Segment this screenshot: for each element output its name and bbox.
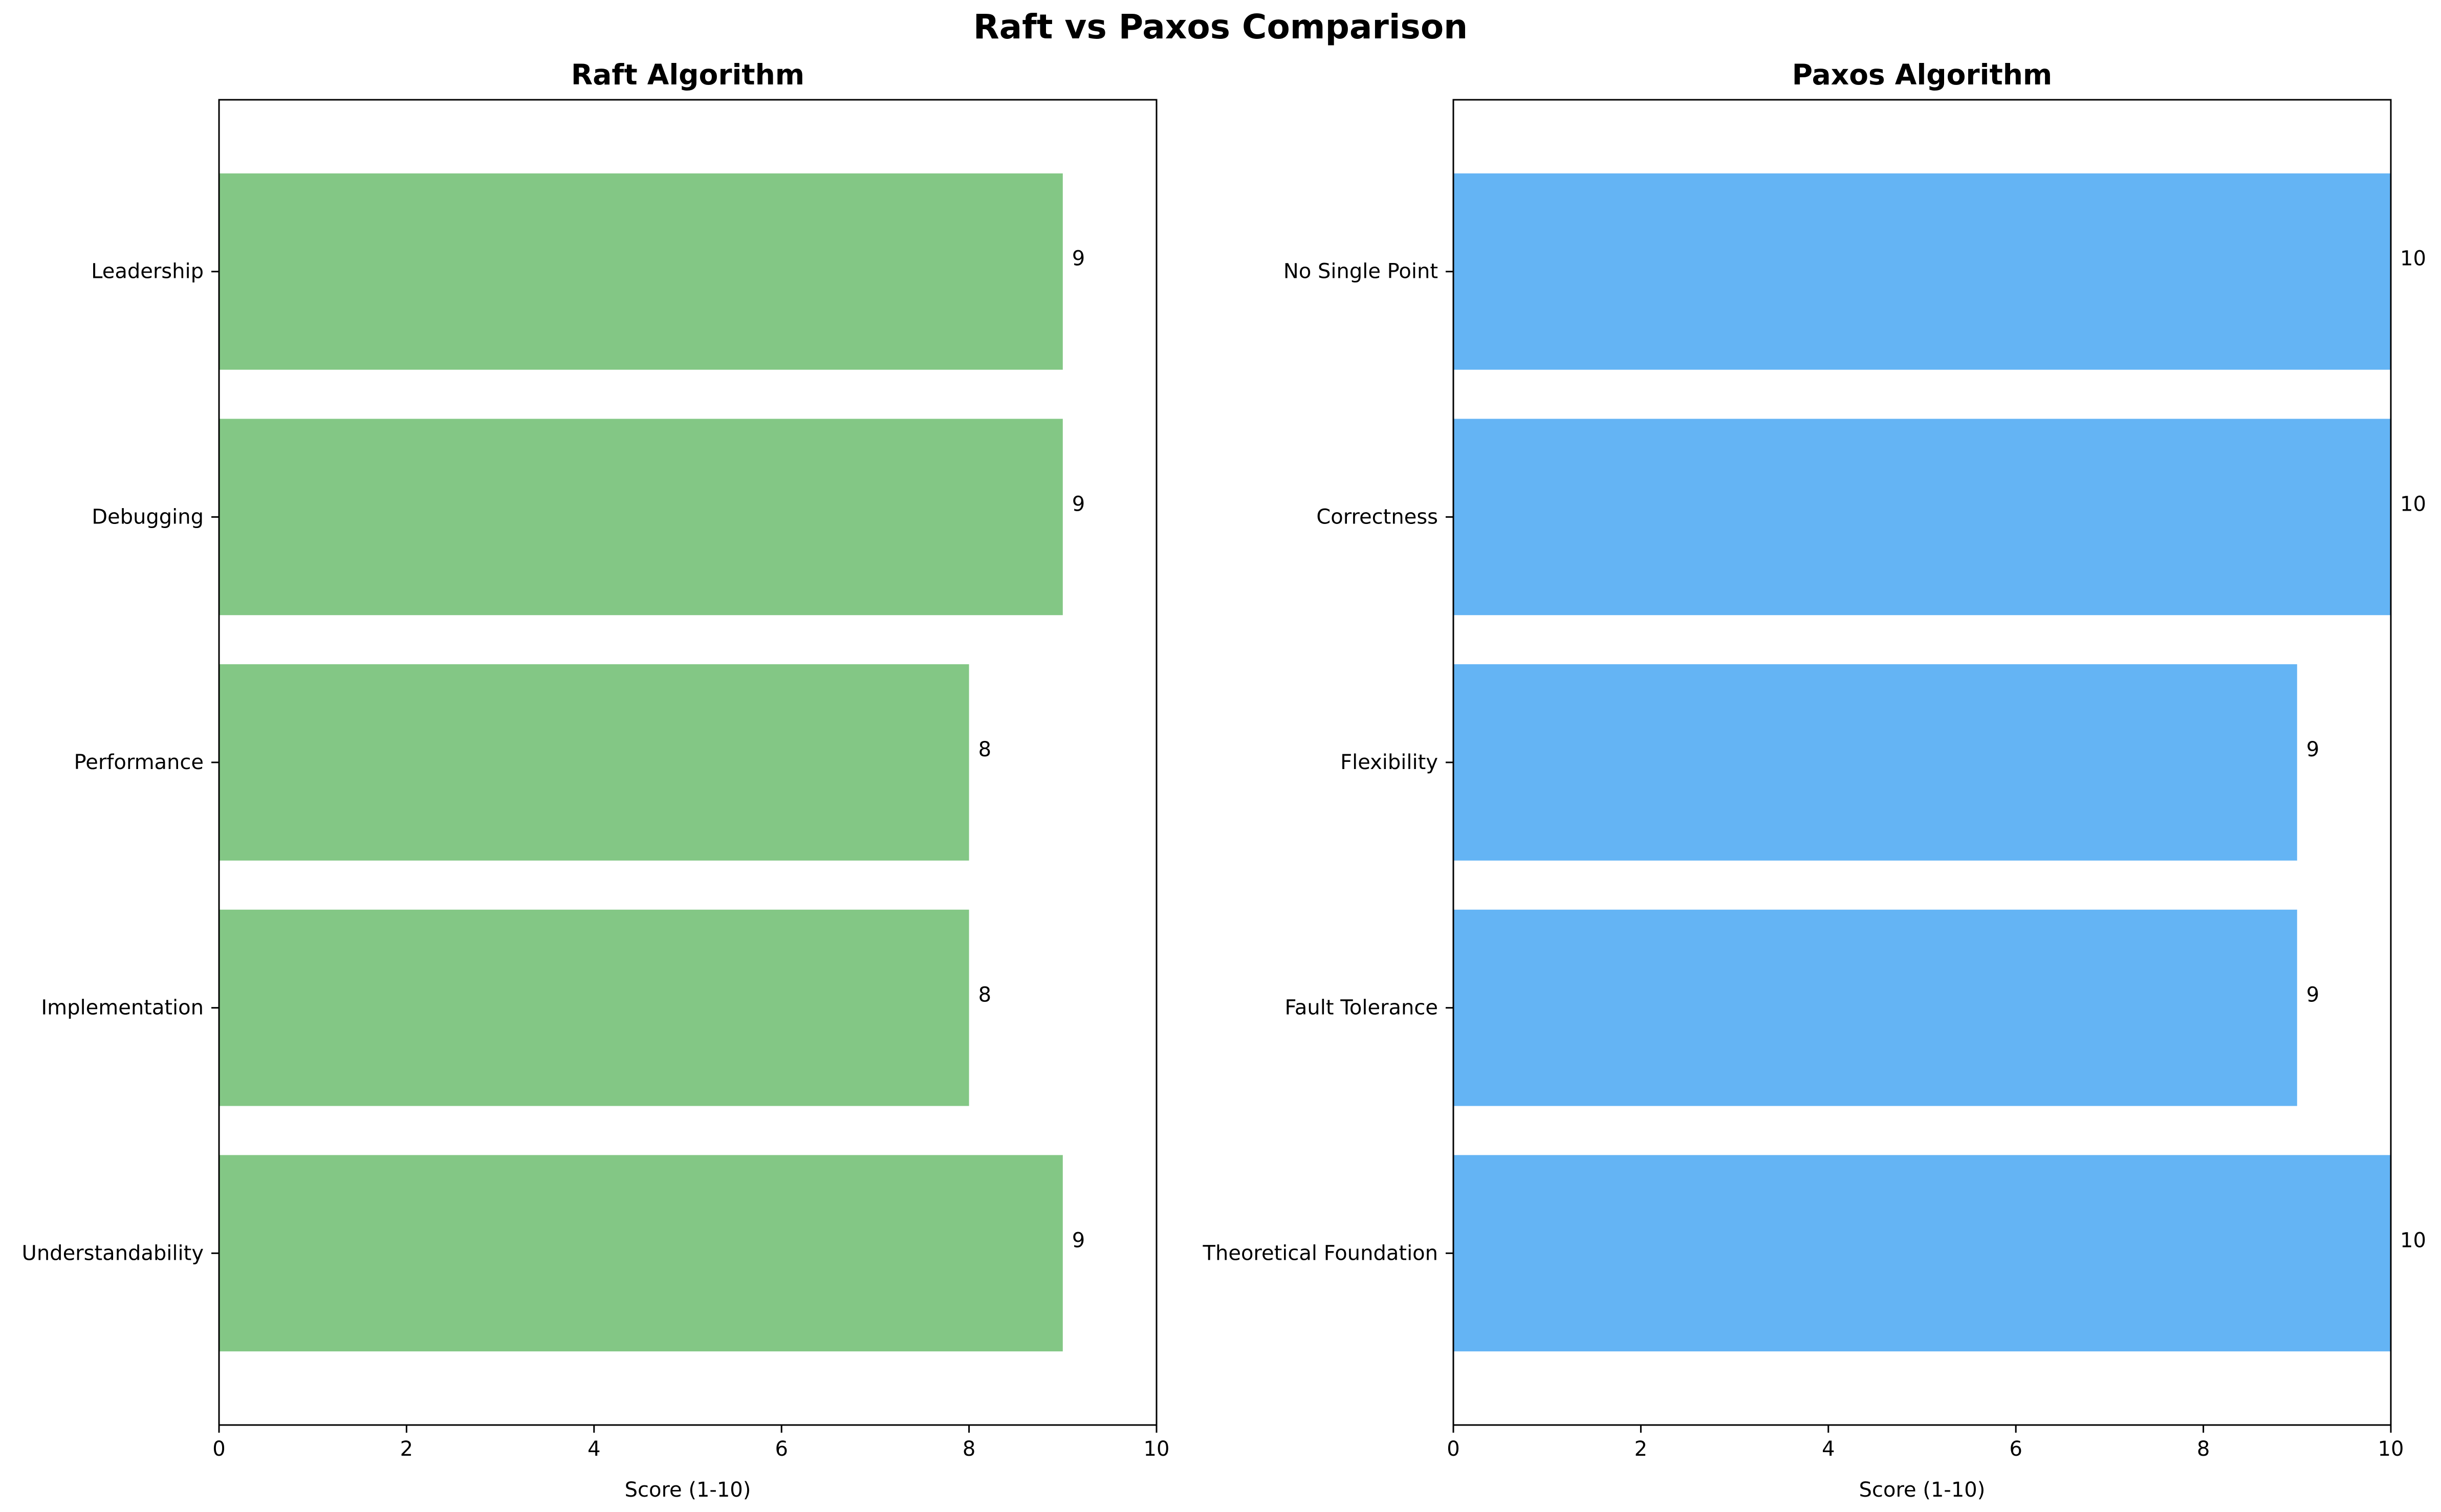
y-tick-label: Correctness <box>1316 505 1438 529</box>
panel-title: Raft Algorithm <box>571 58 804 91</box>
x-tick-label: 8 <box>963 1437 975 1461</box>
y-tick-label: Understandability <box>22 1241 204 1265</box>
value-label: 9 <box>1072 492 1085 516</box>
bar <box>1453 664 2297 861</box>
x-tick-label: 4 <box>1822 1437 1835 1461</box>
bar <box>1453 419 2391 616</box>
bar <box>219 909 969 1106</box>
x-tick-label: 2 <box>400 1437 413 1461</box>
x-tick-label: 6 <box>775 1437 788 1461</box>
y-tick-label: Flexibility <box>1340 751 1438 774</box>
x-tick-label: 4 <box>587 1437 600 1461</box>
bar <box>219 1155 1063 1352</box>
x-tick-label: 2 <box>1634 1437 1647 1461</box>
bar <box>1453 909 2297 1106</box>
axes-frame <box>218 99 1158 1426</box>
axes-frame <box>1452 99 2392 1426</box>
value-label: 9 <box>1072 247 1085 271</box>
x-tick-label: 10 <box>2378 1437 2404 1461</box>
x-tick-label: 8 <box>2197 1437 2210 1461</box>
y-tick-label: Leadership <box>91 260 204 283</box>
value-label: 8 <box>978 983 991 1007</box>
value-label: 8 <box>978 738 991 761</box>
bar <box>1453 1155 2391 1352</box>
y-tick-label: Debugging <box>92 505 204 529</box>
x-axis-label: Score (1-10) <box>625 1478 751 1502</box>
bar <box>219 173 1063 370</box>
panels: 9 Leadership 9 Debugging 8 Performance 8 Implem… <box>22 58 2426 1502</box>
y-tick-label: Performance <box>74 751 204 774</box>
x-tick-label: 0 <box>212 1437 225 1461</box>
value-label: 10 <box>2400 247 2426 271</box>
bar <box>1453 173 2391 370</box>
panel-0: 9 Leadership 9 Debugging 8 Performance 8 Implem… <box>22 58 1170 1502</box>
value-label: 9 <box>2306 738 2319 761</box>
value-label: 10 <box>2400 492 2426 516</box>
panel-title: Paxos Algorithm <box>1792 58 2052 91</box>
value-label: 10 <box>2400 1229 2426 1252</box>
y-tick-label: Implementation <box>41 996 204 1020</box>
value-label: 9 <box>2306 983 2319 1007</box>
y-tick-label: No Single Point <box>1283 260 1438 283</box>
panel-1: 10 No Single Point 10 Correctness 9 Flexibili… <box>1203 58 2426 1502</box>
x-tick-label: 6 <box>2009 1437 2022 1461</box>
value-label: 9 <box>1072 1229 1085 1252</box>
bar <box>219 419 1063 616</box>
x-tick-label: 0 <box>1447 1437 1459 1461</box>
x-tick-label: 10 <box>1144 1437 1170 1461</box>
y-tick-label: Theoretical Foundation <box>1203 1241 1438 1265</box>
y-tick-label: Fault Tolerance <box>1285 996 1438 1020</box>
bar <box>219 664 969 861</box>
figure-title: Raft vs Paxos Comparison <box>973 7 1468 47</box>
x-axis-label: Score (1-10) <box>1859 1478 1986 1502</box>
